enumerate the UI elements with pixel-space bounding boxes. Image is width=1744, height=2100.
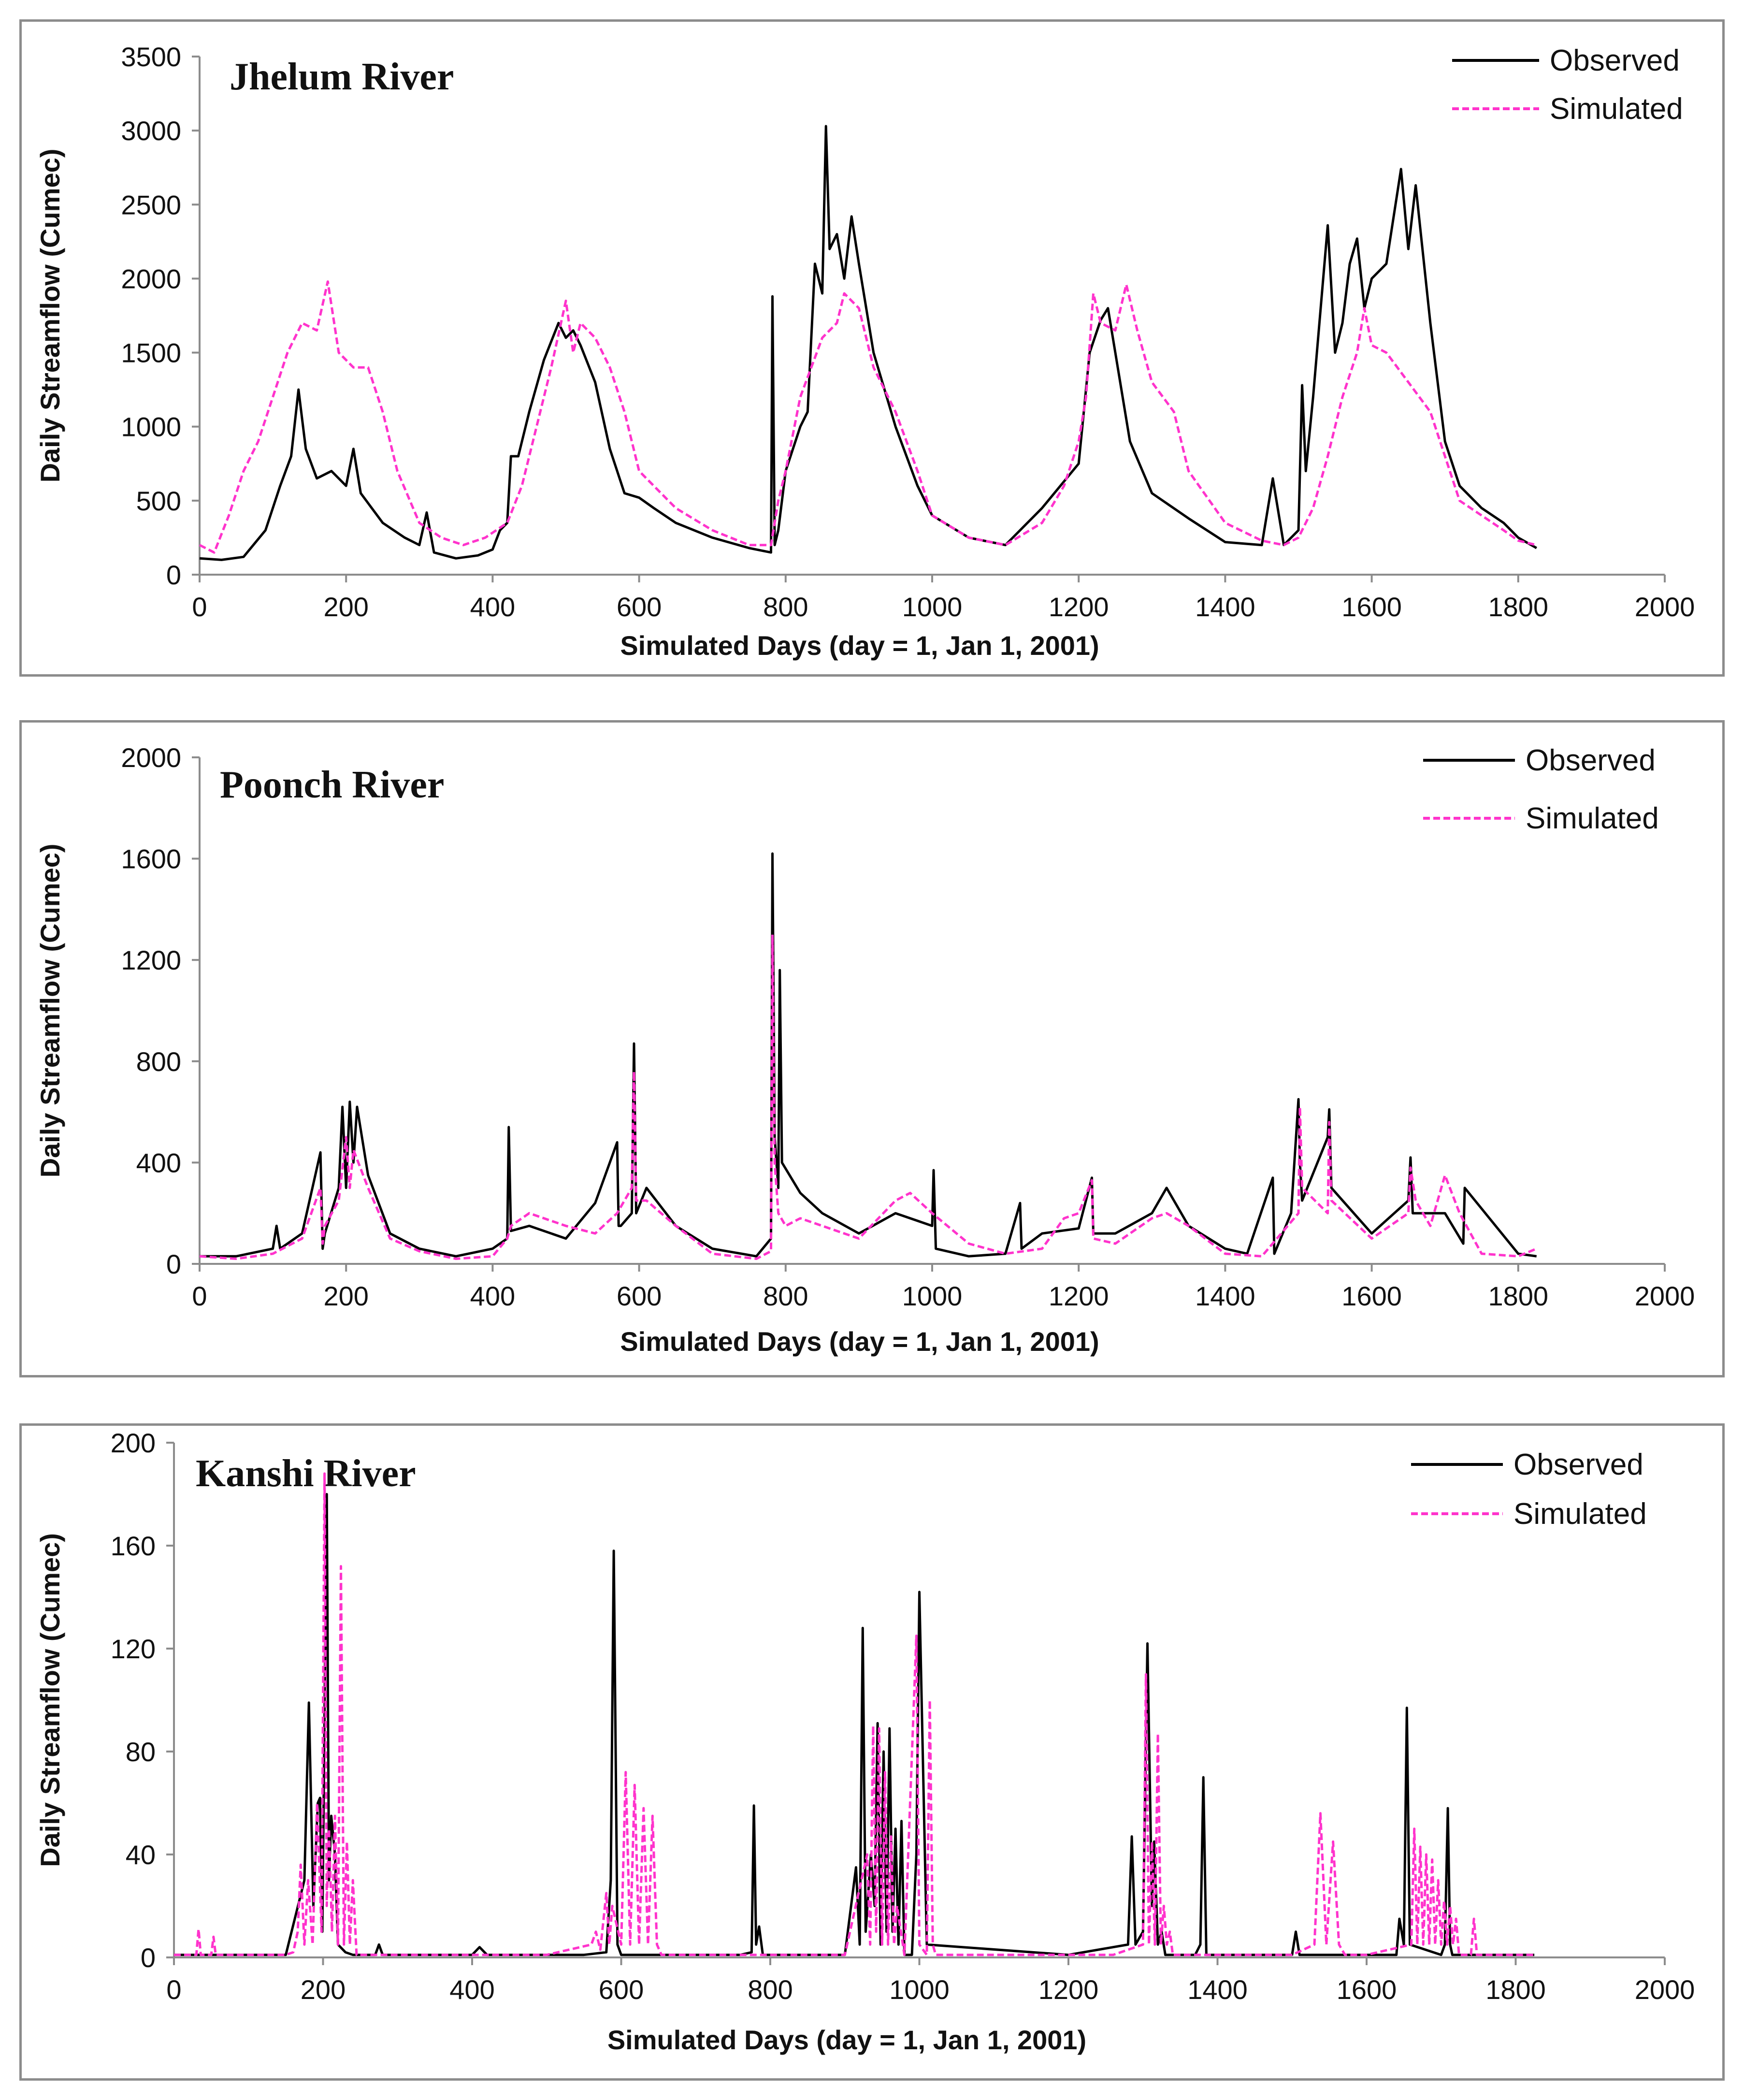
- y-tick-label: 3000: [121, 116, 181, 146]
- x-tick-label: 1600: [1337, 1974, 1397, 2005]
- y-tick-label: 3500: [121, 42, 181, 72]
- x-tick-label: 1400: [1187, 1974, 1248, 2005]
- x-tick-label: 400: [449, 1974, 494, 2005]
- chart-title: Jhelum River: [230, 56, 454, 98]
- observed-series-line: [200, 852, 1537, 1258]
- x-axis-title: Simulated Days (day = 1, Jan 1, 2001): [620, 630, 1099, 661]
- y-tick-label: 200: [111, 1428, 156, 1458]
- x-tick-label: 400: [470, 592, 515, 622]
- chart-title: Poonch River: [220, 764, 444, 806]
- x-tick-label: 600: [599, 1974, 644, 2005]
- x-tick-label: 0: [192, 1281, 207, 1311]
- x-tick-label: 2000: [1635, 1281, 1695, 1311]
- x-tick-label: 1400: [1195, 1281, 1255, 1311]
- y-tick-label: 0: [166, 560, 181, 590]
- x-tick-label: 1000: [902, 1281, 963, 1311]
- legend-observed-label: Observed: [1526, 744, 1656, 777]
- x-tick-label: 200: [301, 1974, 346, 2005]
- observed-series-line: [174, 1493, 1535, 1956]
- y-tick-label: 40: [126, 1839, 156, 1870]
- y-tick-label: 1500: [121, 338, 181, 368]
- simulated-series-line: [199, 280, 1537, 554]
- y-axis-title: Daily Streamflow (Cumec): [35, 844, 65, 1178]
- x-tick-label: 0: [192, 592, 207, 622]
- x-tick-label: 1200: [1038, 1974, 1099, 2005]
- x-tick-label: 1800: [1488, 592, 1549, 622]
- y-tick-label: 80: [126, 1737, 156, 1767]
- legend-observed-label: Observed: [1513, 1448, 1643, 1481]
- chart-title: Kanshi River: [196, 1452, 416, 1495]
- legend-simulated-label: Simulated: [1513, 1497, 1647, 1531]
- y-tick-label: 0: [166, 1249, 181, 1279]
- x-axis-title: Simulated Days (day = 1, Jan 1, 2001): [620, 1326, 1099, 1357]
- x-tick-label: 1400: [1195, 592, 1255, 622]
- simulated-series-line: [199, 933, 1537, 1260]
- x-tick-label: 1600: [1341, 1281, 1402, 1311]
- y-tick-label: 120: [111, 1634, 156, 1664]
- y-tick-label: 0: [141, 1942, 156, 1973]
- x-tick-label: 0: [166, 1974, 181, 2005]
- chart-jhelum: 0 200 400 600 800 1000 1200 1400 1600 1800 2000 0 50…: [35, 42, 1695, 661]
- y-tick-label: 2000: [121, 742, 181, 773]
- y-axis-title: Daily Streamflow (Cumec): [35, 149, 65, 483]
- chart-panel-kanshi: 0 200 400 600 800 1000 1200 1400 1600 1800 2000 0 40…: [19, 1423, 1725, 2081]
- x-tick-label: 600: [617, 592, 662, 622]
- x-tick-label: 600: [617, 1281, 662, 1311]
- simulated-series-line: [174, 1472, 1535, 1956]
- x-tick-label: 2000: [1635, 1974, 1695, 2005]
- x-tick-label: 800: [763, 1281, 808, 1311]
- x-tick-label: 1600: [1341, 592, 1402, 622]
- y-axis-title: Daily Streamflow (Cumec): [35, 1533, 65, 1867]
- y-tick-label: 1000: [121, 412, 181, 442]
- y-tick-label: 500: [136, 486, 181, 516]
- legend-simulated-label: Simulated: [1550, 92, 1683, 126]
- y-tick-label: 800: [136, 1046, 181, 1077]
- y-tick-label: 160: [111, 1531, 156, 1561]
- x-tick-label: 800: [748, 1974, 793, 2005]
- y-tick-label: 2000: [121, 263, 181, 294]
- observed-series-line: [199, 125, 1537, 561]
- x-axis-title: Simulated Days (day = 1, Jan 1, 2001): [607, 2025, 1086, 2055]
- x-tick-label: 1000: [902, 592, 963, 622]
- chart-poonch: 0 200 400 600 800 1000 1200 1400 1600 1800 2000 0 40…: [35, 742, 1695, 1357]
- x-tick-label: 1200: [1049, 592, 1109, 622]
- x-tick-label: 400: [470, 1281, 515, 1311]
- x-tick-label: 1000: [889, 1974, 950, 2005]
- y-tick-label: 2500: [121, 189, 181, 220]
- x-tick-label: 1200: [1049, 1281, 1109, 1311]
- y-tick-label: 400: [136, 1147, 181, 1178]
- x-tick-label: 800: [763, 592, 808, 622]
- x-tick-label: 1800: [1488, 1281, 1549, 1311]
- y-tick-label: 1600: [121, 844, 181, 874]
- chart-panel-poonch: 0 200 400 600 800 1000 1200 1400 1600 1800 2000 0 40…: [19, 720, 1725, 1377]
- legend-simulated-label: Simulated: [1526, 802, 1659, 835]
- x-tick-label: 2000: [1635, 592, 1695, 622]
- x-tick-label: 200: [323, 1281, 368, 1311]
- y-tick-label: 1200: [121, 945, 181, 975]
- chart-panel-jhelum: 0 200 400 600 800 1000 1200 1400 1600 1800 2000 0 50…: [19, 19, 1725, 677]
- x-tick-label: 200: [323, 592, 368, 622]
- chart-kanshi: 0 200 400 600 800 1000 1200 1400 1600 1800 2000 0 40…: [35, 1428, 1695, 2055]
- legend-observed-label: Observed: [1550, 44, 1680, 77]
- x-tick-label: 1800: [1485, 1974, 1546, 2005]
